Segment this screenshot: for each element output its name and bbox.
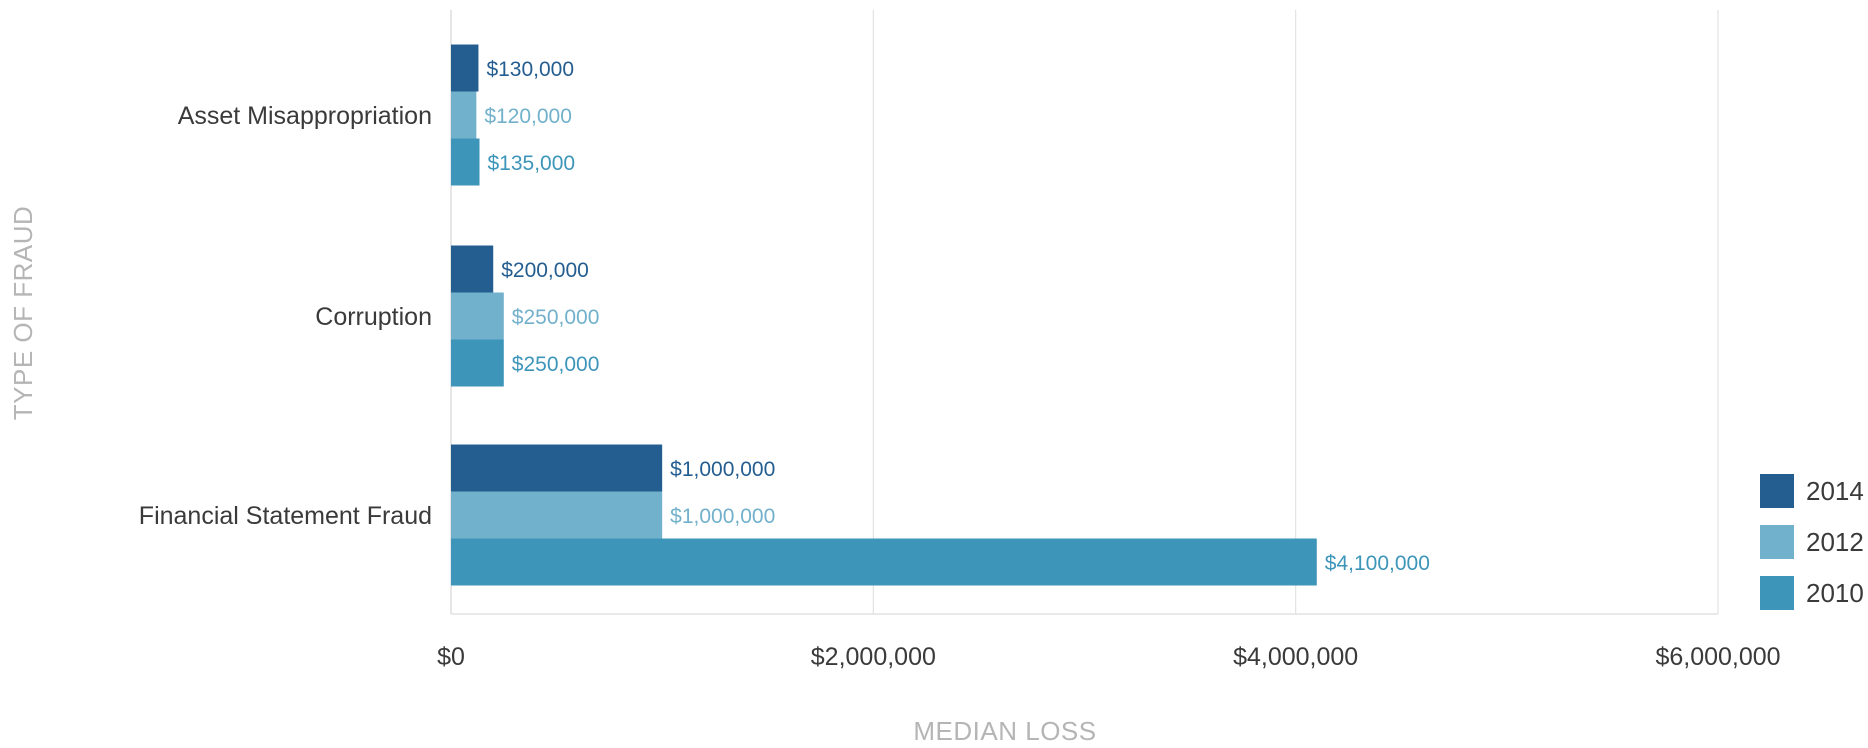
bar — [451, 138, 480, 186]
bar — [451, 491, 663, 539]
legend-label: 2014 — [1806, 476, 1864, 506]
bar — [451, 444, 663, 492]
data-labels-group: $130,000 $120,000 $135,000 $200,000 $250,000… — [484, 58, 1430, 575]
data-label: $1,000,000 — [670, 458, 775, 481]
bar — [451, 292, 504, 340]
x-tick-labels-group: $0 $2,000,000 $4,000,000 $6,000,000 — [437, 643, 1780, 671]
legend: 2014 2012 2010 — [1760, 474, 1864, 610]
data-label: $4,100,000 — [1325, 552, 1430, 575]
bar — [451, 44, 479, 92]
bar — [451, 538, 1317, 586]
x-tick-label: $6,000,000 — [1655, 643, 1780, 671]
bar — [451, 339, 504, 387]
bars-group — [451, 44, 1317, 586]
x-tick-label: $2,000,000 — [811, 643, 936, 671]
x-axis-title: MEDIAN LOSS — [913, 716, 1096, 746]
legend-swatch — [1760, 474, 1794, 508]
bar — [451, 91, 477, 139]
legend-label: 2012 — [1806, 527, 1864, 557]
category-label: Asset Misappropriation — [178, 102, 432, 130]
category-label: Corruption — [315, 303, 432, 331]
category-label: Financial Statement Fraud — [139, 502, 432, 530]
x-tick-label: $4,000,000 — [1233, 643, 1358, 671]
y-axis-title: TYPE OF FRAUD — [8, 206, 38, 421]
category-labels-group: Asset Misappropriation Corruption Financia… — [139, 102, 432, 530]
data-label: $200,000 — [501, 259, 589, 282]
legend-swatch — [1760, 525, 1794, 559]
bar — [451, 245, 494, 293]
data-label: $250,000 — [512, 306, 600, 329]
data-label: $120,000 — [484, 105, 572, 128]
data-label: $1,000,000 — [670, 505, 775, 528]
legend-label: 2010 — [1806, 578, 1864, 608]
data-label: $250,000 — [512, 353, 600, 376]
x-tick-label: $0 — [437, 643, 465, 671]
data-label: $135,000 — [488, 152, 576, 175]
data-label: $130,000 — [486, 58, 574, 81]
legend-swatch — [1760, 576, 1794, 610]
